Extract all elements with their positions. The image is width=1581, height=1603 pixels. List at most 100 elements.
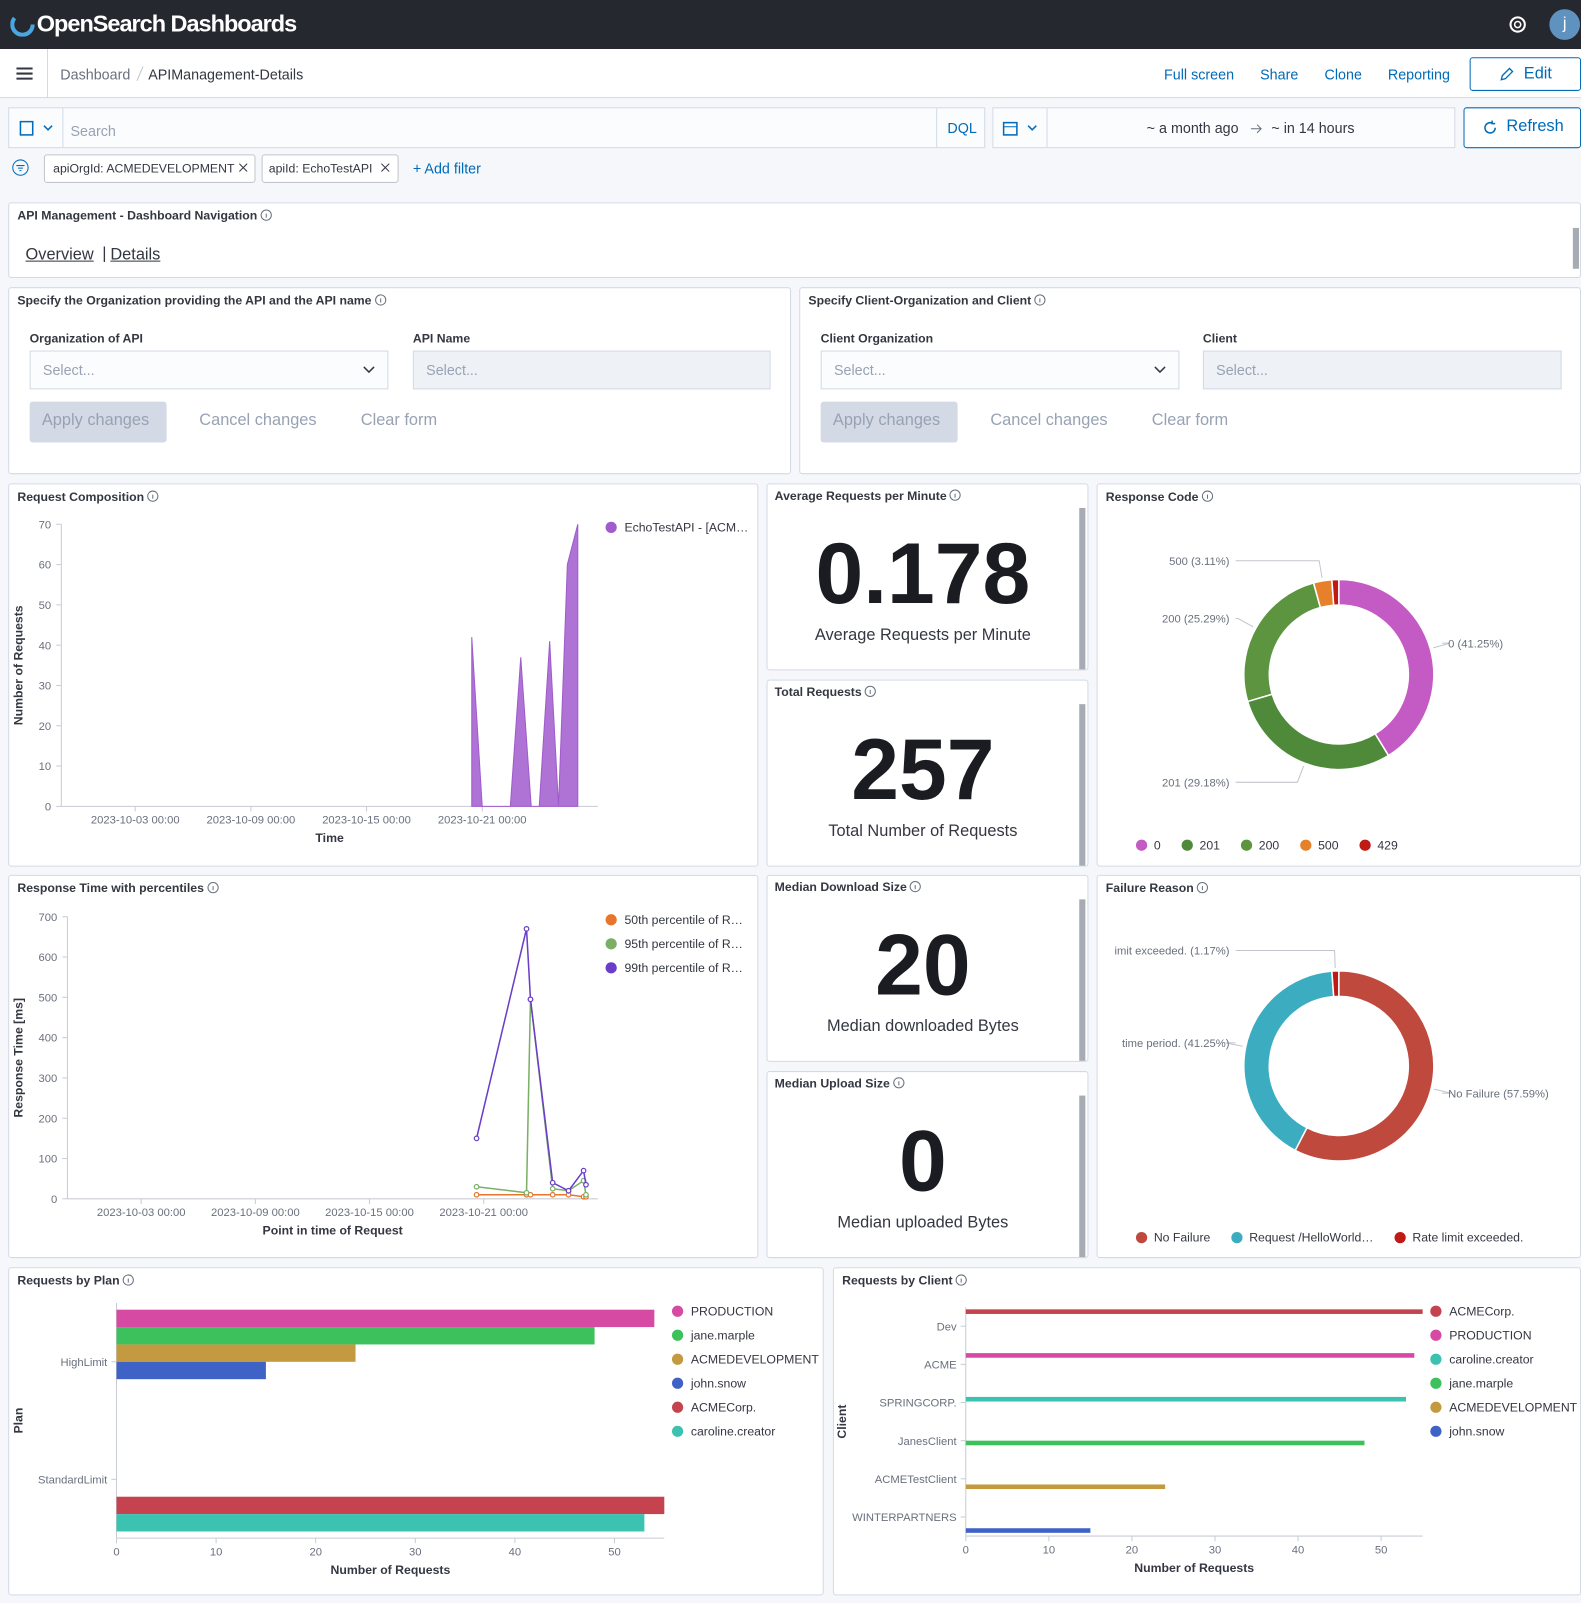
point bbox=[580, 1167, 587, 1174]
clear-button[interactable]: Clear form bbox=[1151, 411, 1229, 430]
filter-pill[interactable]: apiId: EchoTestAPI bbox=[261, 154, 399, 183]
bar bbox=[965, 1440, 1365, 1446]
select[interactable]: Select... bbox=[29, 350, 389, 390]
search-input[interactable]: Search bbox=[70, 122, 116, 139]
y-tick-label: 70 bbox=[39, 519, 52, 531]
apply-button[interactable]: Apply changes bbox=[29, 401, 167, 443]
y-tick-label: JanesClient bbox=[898, 1436, 958, 1448]
info-icon bbox=[909, 880, 922, 893]
filter-text: apiOrgId: ACMEDEVELOPMENT bbox=[53, 161, 235, 176]
remove-icon[interactable] bbox=[239, 163, 248, 172]
x-tick-label: 0 bbox=[113, 1546, 119, 1558]
y-tick-label: 40 bbox=[39, 640, 52, 652]
panel-title: Total Requests bbox=[775, 685, 876, 699]
y-tick-label: 600 bbox=[38, 952, 57, 964]
legend-label: ACMEDEVELOPMENT bbox=[1449, 1400, 1577, 1414]
panel-title: Specify Client-Organization and Client bbox=[808, 293, 1046, 308]
leader-line bbox=[1434, 1088, 1452, 1094]
control-panel: Specify the Organization providing the A… bbox=[8, 287, 792, 475]
panel-title: Average Requests per Minute bbox=[775, 489, 961, 503]
nav-link[interactable]: Details bbox=[110, 246, 161, 264]
scrollbar bbox=[1572, 227, 1579, 269]
legend-swatch bbox=[1430, 1353, 1442, 1365]
time-from[interactable]: ~ a month ago bbox=[1146, 119, 1239, 136]
legend-label: caroline.creator bbox=[691, 1424, 775, 1438]
x-tick-label: 30 bbox=[409, 1546, 422, 1558]
filter-pill[interactable]: apiOrgId: ACMEDEVELOPMENT bbox=[43, 154, 256, 183]
filter-icon[interactable] bbox=[11, 158, 29, 176]
x-tick-label: 2023-10-09 00:00 bbox=[211, 1207, 300, 1219]
x-axis-title: Number of Requests bbox=[1134, 1561, 1254, 1575]
info-icon bbox=[1196, 881, 1209, 894]
field-label: Organization of API bbox=[29, 331, 143, 346]
panel-title: Specify the Organization providing the A… bbox=[17, 293, 386, 308]
y-tick-label: 0 bbox=[51, 1194, 57, 1206]
point bbox=[527, 996, 534, 1003]
chevron bbox=[363, 366, 375, 374]
query-language[interactable]: DQL bbox=[947, 119, 977, 136]
point bbox=[549, 1179, 556, 1186]
legend-label: 50th percentile of R… bbox=[624, 913, 742, 927]
slice-label: 500 (3.11%) bbox=[1169, 556, 1230, 568]
field-label: Client Organization bbox=[820, 331, 934, 346]
x-axis-title: Time bbox=[315, 831, 344, 845]
bar bbox=[965, 1396, 1407, 1402]
nav-action[interactable]: Share bbox=[1260, 66, 1299, 83]
edit-label: Edit bbox=[1523, 65, 1552, 83]
legend-swatch bbox=[1430, 1305, 1442, 1317]
x-tick-label: 10 bbox=[1043, 1544, 1056, 1556]
legend-label: 99th percentile of R… bbox=[624, 961, 742, 975]
breadcrumb[interactable]: Dashboard bbox=[60, 66, 131, 83]
point bbox=[549, 1191, 556, 1198]
nav-action[interactable]: Full screen bbox=[1164, 66, 1235, 83]
menu-icon[interactable] bbox=[16, 67, 33, 80]
info-icon bbox=[955, 1274, 967, 1286]
bar bbox=[965, 1528, 1091, 1533]
slice-label: 200 (25.29%) bbox=[1162, 613, 1230, 625]
legend-swatch bbox=[671, 1329, 684, 1341]
bar bbox=[965, 1353, 1415, 1358]
search-bar[interactable]: Search DQL bbox=[8, 107, 986, 149]
legend-label: EchoTestAPI - [ACM… bbox=[624, 520, 748, 534]
bar bbox=[965, 1484, 1166, 1490]
help-icon[interactable] bbox=[1508, 15, 1526, 33]
legend-label: 201 bbox=[1200, 838, 1221, 852]
metric-panel bbox=[766, 483, 1089, 671]
time-to[interactable]: ~ in 14 hours bbox=[1271, 119, 1355, 136]
legend-swatch bbox=[1394, 1232, 1406, 1244]
nav-action[interactable]: Reporting bbox=[1387, 66, 1450, 83]
top-header: OpenSearch Dashboards j bbox=[0, 0, 1581, 50]
date-picker[interactable]: ~ a month ago ~ in 14 hours bbox=[992, 107, 1456, 149]
slice bbox=[1338, 578, 1435, 757]
calendar-icon[interactable] bbox=[1002, 121, 1044, 137]
cancel-button[interactable]: Cancel changes bbox=[990, 411, 1108, 430]
select[interactable]: Select... bbox=[820, 350, 1180, 390]
slice-label: imit exceeded. (1.17%) bbox=[1115, 946, 1230, 958]
avatar[interactable]: j bbox=[1549, 9, 1581, 40]
clear-button[interactable]: Clear form bbox=[360, 411, 438, 430]
saved-query-icon[interactable] bbox=[19, 120, 56, 137]
add-filter[interactable]: + Add filter bbox=[412, 160, 481, 177]
nav-link[interactable]: Overview bbox=[25, 246, 94, 264]
panel-title: Response Code bbox=[1106, 490, 1213, 504]
nav-action[interactable]: Clone bbox=[1324, 66, 1362, 83]
apply-button[interactable]: Apply changes bbox=[820, 401, 958, 443]
chart-panel: Response Time with percentiles bbox=[8, 874, 759, 1259]
legend-swatch bbox=[1135, 839, 1148, 851]
slice bbox=[1243, 581, 1322, 703]
legend-label: jane.marple bbox=[690, 1328, 755, 1342]
bar bbox=[116, 1496, 665, 1515]
y-axis-title: Number of Requests bbox=[11, 605, 25, 725]
leader-line bbox=[1235, 950, 1336, 968]
refresh-button[interactable]: Refresh bbox=[1463, 107, 1581, 149]
panel-title-text: Requests by Client bbox=[842, 1273, 953, 1288]
chart-panel: Requests by Client bbox=[832, 1267, 1581, 1596]
bar bbox=[116, 1327, 595, 1345]
chart-panel: Response Code bbox=[1096, 483, 1581, 867]
brand[interactable]: OpenSearch Dashboards bbox=[36, 10, 297, 37]
cancel-button[interactable]: Cancel changes bbox=[199, 411, 317, 430]
remove-icon[interactable] bbox=[381, 163, 390, 172]
area bbox=[471, 524, 579, 807]
scrollbar bbox=[1079, 704, 1086, 866]
